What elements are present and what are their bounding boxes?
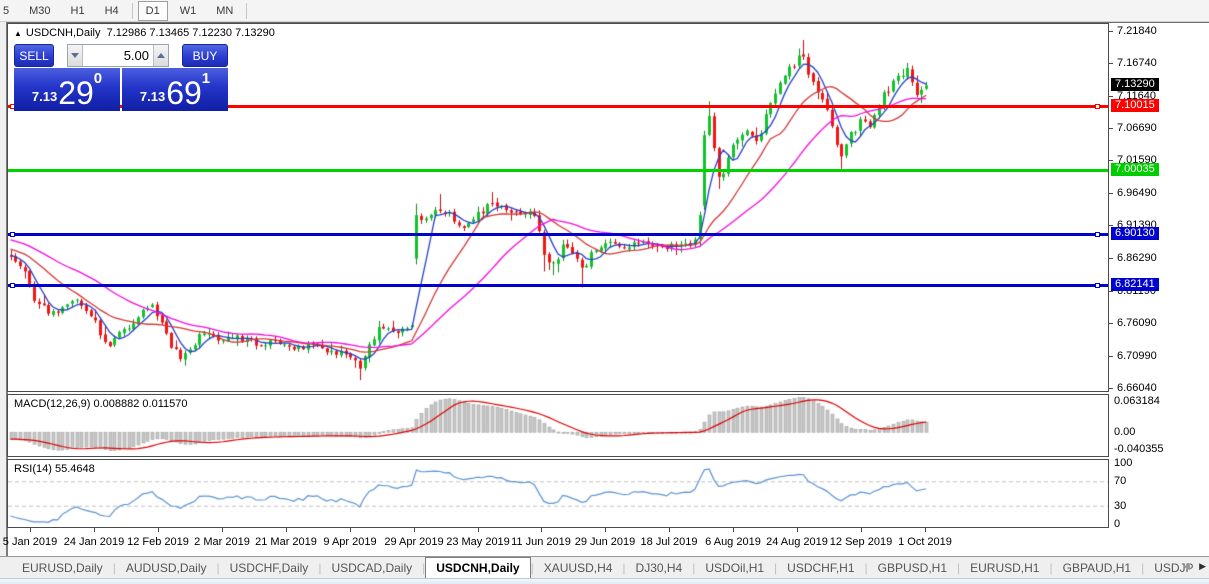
buy-price-display[interactable]: 7.13 69 1 (122, 68, 228, 111)
tab-separator: | (112, 561, 116, 575)
hline-handle[interactable] (1095, 231, 1100, 237)
tab-gbpaud-h1[interactable]: GBPAUD,H1 (1062, 561, 1132, 575)
sell-price-pip: 0 (93, 70, 103, 87)
timeframe-button-d1[interactable]: D1 (137, 0, 168, 21)
hline-handle[interactable] (10, 282, 15, 288)
tab-xauusd-h4[interactable]: XAUUSD,H4 (543, 561, 613, 575)
tab-usdchf-h1[interactable]: USDCHF,H1 (787, 561, 855, 575)
hline-handle[interactable] (10, 231, 15, 237)
tab-usdcad-daily[interactable]: USDCAD,Daily (331, 561, 413, 575)
buy-button[interactable]: BUY (182, 44, 228, 67)
symbol-tab-bar: EURUSD,Daily | AUDUSD,Daily | USDCHF,Daily | U… (0, 556, 1209, 578)
timeframe-button-w1[interactable]: W1 (179, 4, 197, 17)
timeframe-button-5[interactable]: 5 (3, 4, 10, 17)
tab-usdchf-daily[interactable]: USDCHF,Daily (229, 561, 309, 575)
buy-price-prefix: 7.13 (139, 89, 166, 104)
one-click-trade-panel: SELL BUY 7.13 29 0 7.13 69 1 (14, 44, 228, 111)
tab-gbpusd-h1[interactable]: GBPUSD,H1 (877, 561, 947, 575)
tab-separator: | (216, 561, 220, 575)
sell-button[interactable]: SELL (14, 44, 54, 67)
sell-price-prefix: 7.13 (31, 89, 58, 104)
timeframe-button-mn[interactable]: MN (216, 4, 234, 17)
main-chart-pane: ▲ USDCNH,Daily 7.12986 7.13465 7.12230 7.… (7, 23, 1109, 392)
tab-separator: | (530, 561, 534, 575)
tab-usdjp[interactable]: USDJP (1154, 561, 1194, 575)
tab-separator: | (622, 561, 626, 575)
tab-eurusd-h1[interactable]: EURUSD,H1 (970, 561, 1040, 575)
tab-separator: | (957, 561, 961, 575)
volume-input[interactable] (83, 45, 153, 66)
tab-usdoil-h1[interactable]: USDOil,H1 (705, 561, 765, 575)
collapse-panel-icon[interactable]: ▲ (14, 29, 22, 38)
tab-separator: | (318, 561, 322, 575)
tab-separator: | (422, 561, 426, 575)
rsi-label: RSI(14) 55.4648 (14, 463, 95, 475)
tab-dj30-h4[interactable]: DJ30,H4 (635, 561, 683, 575)
hline-handle[interactable] (1095, 282, 1100, 288)
chart-title: ▲ USDCNH,Daily 7.12986 7.13465 7.12230 7.… (14, 27, 275, 39)
tab-separator: | (774, 561, 778, 575)
tab-scroll-arrows: ◀ ▶ (1183, 561, 1206, 572)
timeframe-toolbar: 5 M30 H1 H4 D1 W1 MN (0, 0, 1209, 22)
macd-label: MACD(12,26,9) 0.008882 0.011570 (14, 398, 188, 410)
hline-handle[interactable] (1095, 104, 1100, 110)
horizontal-level-line-7.10015[interactable] (8, 105, 1108, 109)
rsi-canvas[interactable] (8, 460, 1108, 527)
tab-separator: | (1049, 561, 1053, 575)
tab-separator: | (692, 561, 696, 575)
macd-indicator-pane: MACD(12,26,9) 0.008882 0.011570 (7, 394, 1109, 457)
rsi-indicator-pane: RSI(14) 55.4648 (7, 459, 1109, 528)
timeframe-button-h4[interactable]: H4 (104, 4, 119, 17)
horizontal-level-line-6.9013[interactable] (8, 232, 1108, 236)
tab-eurusd-daily[interactable]: EURUSD,Daily (22, 561, 103, 575)
status-strip (0, 578, 1209, 584)
tab-separator: | (1141, 561, 1145, 575)
tabs-scroll-left-icon[interactable]: ◀ (1183, 561, 1191, 571)
macd-canvas[interactable] (8, 395, 1108, 456)
tabs-scroll-right-icon[interactable]: ▶ (1199, 561, 1206, 571)
horizontal-level-line-7.00035[interactable] (8, 169, 1108, 173)
volume-stepper (67, 44, 169, 67)
horizontal-level-line-6.82141[interactable] (8, 283, 1108, 287)
chart-title-quote: 7.12986 7.13465 7.12230 7.13290 (106, 27, 275, 39)
tab-audusd-daily[interactable]: AUDUSD,Daily (125, 561, 207, 575)
tab-separator: | (864, 561, 868, 575)
chart-title-symbol: USDCNH,Daily (25, 27, 101, 39)
sell-price-display[interactable]: 7.13 29 0 (14, 68, 120, 111)
volume-decrease-icon[interactable] (68, 45, 83, 66)
buy-price-pip: 1 (201, 70, 211, 87)
tab-usdcnh-daily[interactable]: USDCNH,Daily (425, 557, 531, 578)
volume-increase-icon[interactable] (153, 45, 168, 66)
timeframe-button-m30[interactable]: M30 (29, 4, 51, 17)
buy-price-main: 69 (166, 75, 202, 111)
sell-price-main: 29 (58, 75, 94, 111)
timeframe-button-h1[interactable]: H1 (70, 4, 85, 17)
